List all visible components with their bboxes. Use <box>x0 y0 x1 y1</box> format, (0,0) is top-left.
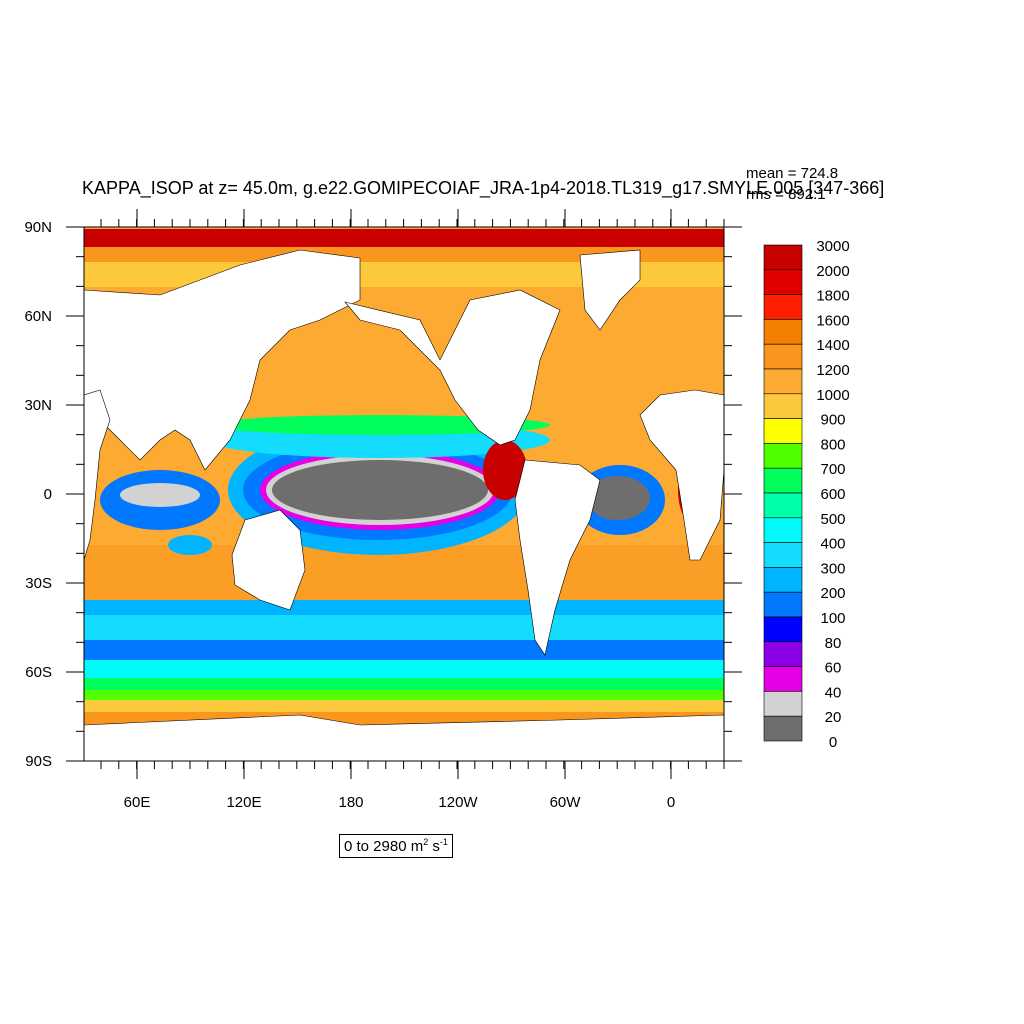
colorbar-swatch <box>763 269 803 295</box>
colorbar-label: 900 <box>820 412 845 429</box>
lon-label: 180 <box>338 794 363 811</box>
lat-label: 90N <box>24 219 52 236</box>
lat-label: 30N <box>24 397 52 414</box>
colorbar-label: 1200 <box>816 362 849 379</box>
colorbar-swatch <box>763 691 803 717</box>
colorbar-swatch <box>763 443 803 469</box>
longitude-labels: 60E 120E 180 120W 60W 0 <box>124 794 676 811</box>
lon-label: 120E <box>226 794 261 811</box>
colorbar-label: 60 <box>825 660 842 677</box>
mean-value: mean = 724.8 <box>746 165 839 182</box>
lat-label: 60N <box>24 308 52 325</box>
colorbar-swatch <box>763 244 803 271</box>
colorbar-label: 1400 <box>816 337 849 354</box>
range-exp-2: -1 <box>439 837 448 847</box>
colorbar-label: 800 <box>820 436 845 453</box>
lon-label: 0 <box>667 794 675 811</box>
colorbar-label: 200 <box>820 585 845 602</box>
colorbar-label: 1800 <box>816 288 849 305</box>
colorbar-label: 600 <box>820 486 845 503</box>
range-label: 0 to 2980 m2 s-1 <box>339 834 453 858</box>
colorbar-label: 300 <box>820 560 845 577</box>
colorbar-swatch <box>763 393 803 419</box>
colorbar-swatch <box>763 715 803 742</box>
colorbar-swatch <box>763 368 803 395</box>
lon-label: 60W <box>550 794 582 811</box>
colorbar-swatch <box>763 343 803 370</box>
colorbar-label: 20 <box>825 709 842 726</box>
colorbar-swatch <box>763 542 803 568</box>
lat-label: 90S <box>25 753 52 770</box>
colorbar-swatch <box>763 418 803 444</box>
colorbar-label: 3000 <box>816 238 849 255</box>
colorbar-swatch <box>763 319 803 345</box>
colorbar-label: 2000 <box>816 263 849 280</box>
colorbar-label: 0 <box>829 734 837 751</box>
colorbar-swatch <box>763 567 803 593</box>
colorbar-swatch <box>763 641 803 667</box>
range-exp-1: 2 <box>423 837 429 847</box>
latitude-labels: 90N 60N 30N 0 30S 60S 90S <box>24 219 52 770</box>
colorbar-swatch <box>763 666 803 692</box>
colorbar-swatch <box>763 517 803 543</box>
rms-value: rms = 892.1 <box>746 186 826 203</box>
colorbar-swatch <box>763 591 803 618</box>
plot-title: KAPPA_ISOP at z= 45.0m, g.e22.GOMIPECOIA… <box>82 178 885 198</box>
colorbar-label: 100 <box>820 610 845 627</box>
map-ticks <box>66 209 742 779</box>
colorbar-label: 400 <box>820 536 845 553</box>
lat-label: 0 <box>44 486 52 503</box>
colorbar-label: 40 <box>825 684 842 701</box>
range-mid: s <box>428 838 440 855</box>
colorbar-swatch <box>763 492 803 519</box>
colorbar-swatch <box>763 467 803 494</box>
lat-label: 30S <box>25 575 52 592</box>
land-masses <box>84 249 724 761</box>
colorbar-label: 1000 <box>816 387 849 404</box>
colorbar-swatch <box>763 294 803 320</box>
lat-label: 60S <box>25 664 52 681</box>
lon-label: 120W <box>438 794 478 811</box>
colorbar-label: 80 <box>825 635 842 652</box>
colorbar-swatch <box>763 616 803 643</box>
colorbar: 3000200018001600140012001000900800700600… <box>763 238 850 751</box>
colorbar-label: 1600 <box>816 312 849 329</box>
colorbar-label: 500 <box>820 511 845 528</box>
colorbar-label: 700 <box>820 461 845 478</box>
range-prefix: 0 to 2980 m <box>344 838 424 855</box>
lon-label: 60E <box>124 794 151 811</box>
